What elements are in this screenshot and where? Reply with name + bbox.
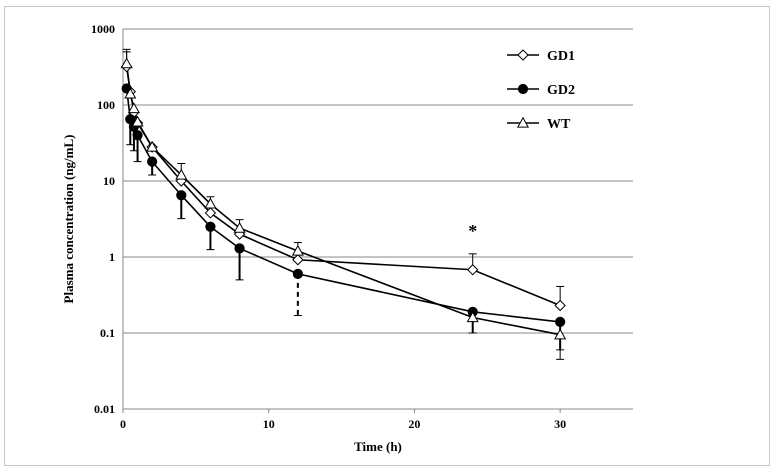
- legend-marker-wt: [516, 116, 530, 128]
- data-point-wt: [291, 244, 304, 256]
- data-point-wt: [175, 168, 188, 180]
- legend-marker-gd2: [517, 83, 529, 95]
- data-point-wt: [146, 140, 159, 152]
- x-tick-label: 30: [554, 417, 566, 431]
- line-chart: 0.01 0.1 1 10 100 1000 0 10 20 30 * GD1 GD2 WT Time …: [61, 22, 633, 454]
- chart-frame: 0.01 0.1 1 10 100 1000 0 10 20 30 * GD1 GD2 WT Time …: [4, 6, 770, 466]
- y-tick-label: 10: [103, 174, 115, 188]
- y-tick-label: 1: [109, 250, 115, 264]
- gridlines: [123, 28, 633, 334]
- legend-label-gd2: GD2: [547, 83, 575, 98]
- series-line-gd2: [125, 88, 561, 323]
- data-point-wt: [131, 115, 144, 127]
- legend-label-gd1: GD1: [547, 49, 575, 64]
- data-point-wt: [120, 57, 133, 69]
- data-point-wt: [127, 102, 140, 114]
- data-point-gd2: [147, 156, 158, 167]
- y-tick-label: 1000: [91, 22, 115, 36]
- legend: GD1 GD2 WT: [507, 49, 575, 132]
- y-tick-label: 0.01: [94, 402, 115, 416]
- y-axis-title: Plasma concentration (ng/mL): [61, 135, 76, 304]
- data-point-wt: [204, 197, 217, 209]
- data-point-gd2: [132, 130, 143, 141]
- y-tick-label: 100: [97, 98, 115, 112]
- data-point-wt: [124, 87, 137, 99]
- data-point-gd2: [176, 190, 187, 201]
- data-point-wt: [466, 311, 479, 323]
- data-point-gd2: [292, 268, 303, 279]
- data-point-gd1: [467, 264, 479, 276]
- legend-marker-gd1: [517, 49, 529, 61]
- legend-label-wt: WT: [547, 117, 571, 132]
- data-point-wt: [554, 328, 567, 340]
- series-lines: [125, 63, 561, 336]
- x-tick-label: 10: [263, 417, 275, 431]
- data-point-gd2: [205, 221, 216, 232]
- x-axis-title: Time (h): [354, 439, 402, 454]
- data-point-gd2: [555, 316, 566, 327]
- x-tick-label: 20: [408, 417, 420, 431]
- y-tick-label: 0.1: [100, 326, 115, 340]
- data-point-wt: [233, 221, 246, 233]
- axes: 0.01 0.1 1 10 100 1000 0 10 20 30 *: [91, 22, 633, 431]
- data-markers: [120, 57, 567, 340]
- data-point-gd1: [204, 207, 217, 219]
- data-point-gd1: [554, 299, 566, 312]
- significance-asterisk: *: [468, 221, 477, 241]
- series-line-wt: [125, 63, 561, 336]
- data-point-gd1: [292, 254, 304, 266]
- data-point-gd2: [234, 243, 245, 254]
- x-tick-label: 0: [120, 417, 126, 431]
